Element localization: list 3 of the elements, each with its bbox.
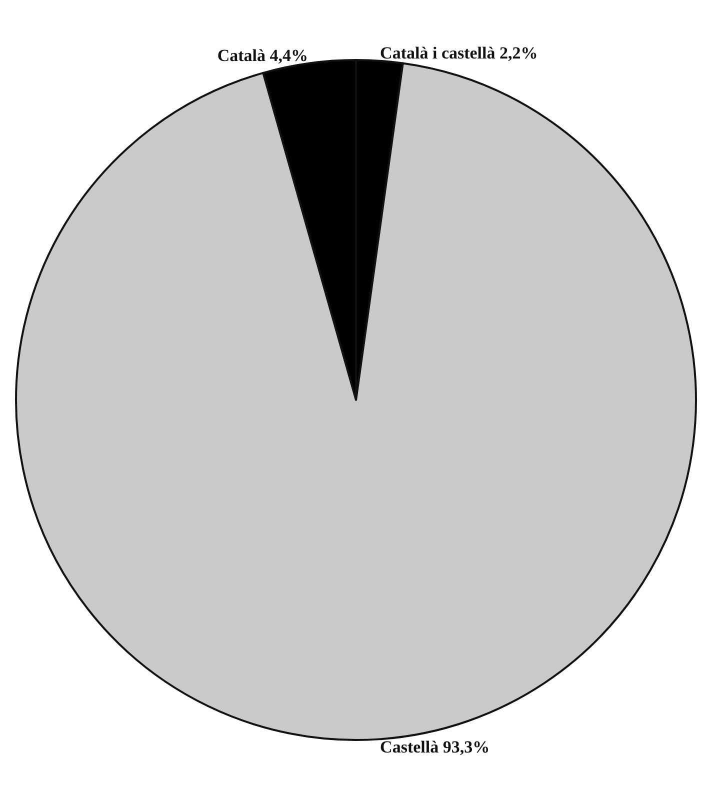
slice-label: Castellà 93,3%: [380, 738, 490, 757]
slice-label: Català 4,4%: [217, 46, 308, 65]
slice-label: Català i castellà 2,2%: [380, 43, 538, 62]
